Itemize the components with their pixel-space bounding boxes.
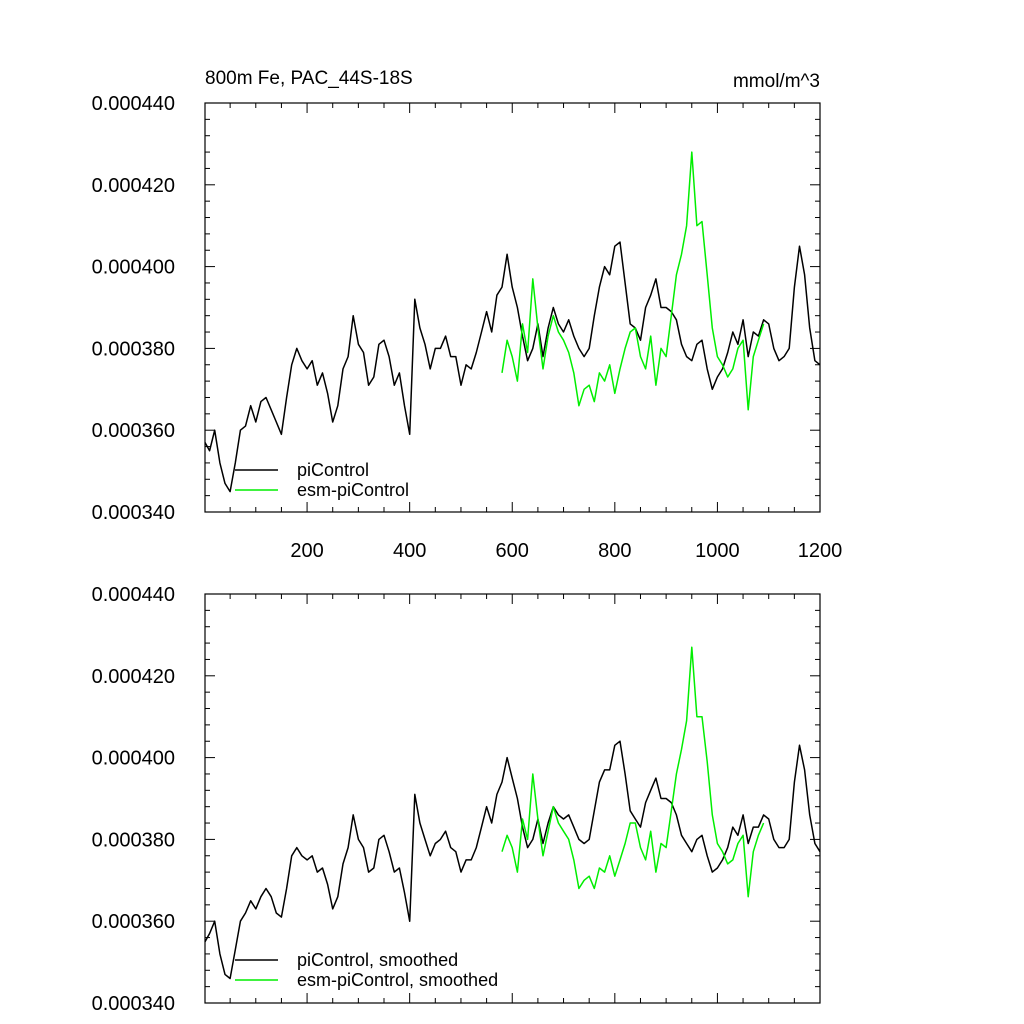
y-tick-label: 0.000380 [92, 338, 175, 360]
legend-label-picontrol: piControl [297, 460, 369, 480]
units-label: mmol/m^3 [733, 71, 820, 92]
y-tick-label: 0.000340 [92, 993, 175, 1015]
series-line-picontrol [204, 740, 821, 980]
x-tick-label: 800 [598, 540, 631, 562]
x-tick-label: 1200 [798, 540, 843, 562]
series-line-picontrol [204, 241, 821, 493]
legend-bottom: piControl, smoothed esm-piControl, smoot… [235, 950, 498, 990]
series-bottom [204, 646, 821, 980]
y-tick-label: 0.000400 [92, 257, 175, 279]
y-tick-label: 0.000420 [92, 175, 175, 197]
y-tick-label: 0.000420 [92, 666, 175, 688]
x-tick-label: 600 [496, 540, 529, 562]
x-tick-label: 400 [393, 540, 426, 562]
panel-bottom: 0.000340 0.000360 0.000380 0.000400 0.000420… [92, 584, 821, 1015]
legend-label-picontrol-smoothed: piControl, smoothed [297, 950, 458, 970]
y-tick-label: 0.000360 [92, 420, 175, 442]
plot-frame [204, 102, 821, 513]
series-line-esm-picontrol [501, 151, 765, 411]
y-tick-label: 0.000400 [92, 748, 175, 770]
legend-label-esm: esm-piControl [297, 480, 409, 500]
plot-frame [204, 593, 821, 1004]
y-tick-label: 0.000440 [92, 93, 175, 115]
panel-top: 800m Fe, PAC_44S-18S mmol/m^3 0.0003400.… [92, 68, 843, 562]
legend-label-esm-smoothed: esm-piControl, smoothed [297, 970, 498, 990]
y-tick-label: 0.000340 [92, 502, 175, 524]
series-top [204, 151, 821, 493]
y-tick-label: 0.000440 [92, 584, 175, 606]
y-tick-label: 0.000380 [92, 829, 175, 851]
x-tick-label: 1000 [695, 540, 740, 562]
legend-top: piControl esm-piControl [235, 460, 409, 500]
x-tick-label: 200 [290, 540, 323, 562]
y-tick-label: 0.000360 [92, 911, 175, 933]
chart-title: 800m Fe, PAC_44S-18S [205, 68, 413, 89]
axes-bottom: 0.000340 0.000360 0.000380 0.000400 0.000420… [92, 584, 821, 1015]
series-line-esm-picontrol [501, 646, 765, 898]
axes-top: 0.000340 0.000360 0.000380 0.000400 0.000420… [92, 93, 843, 562]
